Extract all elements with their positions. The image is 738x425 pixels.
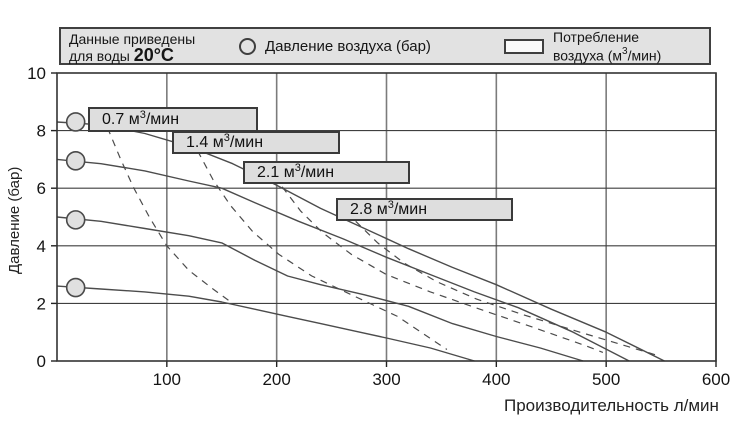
x-tick-label: 300 bbox=[372, 370, 400, 389]
x-tick-label: 500 bbox=[592, 370, 620, 389]
note-line2: для воды bbox=[69, 48, 130, 64]
plot-border bbox=[56, 72, 717, 362]
curve-label-2.8: 2.8 м 3/мин bbox=[336, 198, 513, 221]
air-pressure-marker bbox=[65, 277, 86, 298]
chart-legend-banner: Данные приведены для воды 20°C Давление … bbox=[59, 27, 711, 65]
legend-air-pressure: Давление воздуха (бар) bbox=[239, 29, 431, 63]
x-tick-label: 100 bbox=[153, 370, 181, 389]
series-потребление 2.1 м3/мин bbox=[281, 186, 604, 353]
series-давление воздуха 2.6 бар bbox=[56, 285, 475, 362]
y-tick-label: 4 bbox=[37, 237, 46, 256]
y-tick-label: 8 bbox=[37, 122, 46, 141]
legend-consumption-line2-pre: воздуха (м bbox=[553, 47, 622, 64]
legend-consumption-line2-post: /мин) bbox=[627, 47, 662, 64]
curve-label-1.4: 1.4 м 3/мин bbox=[172, 131, 340, 154]
air-pressure-marker bbox=[65, 151, 86, 171]
rect-icon bbox=[504, 38, 544, 54]
x-axis-title: Производительность л/мин bbox=[504, 396, 719, 415]
legend-consumption-sup: 3 bbox=[622, 45, 628, 57]
note-line1: Данные приведены bbox=[69, 31, 196, 47]
air-pressure-marker bbox=[65, 210, 86, 230]
x-tick-label: 600 bbox=[702, 370, 730, 389]
y-axis-title: Давление (бар) bbox=[6, 166, 23, 274]
y-tick-label: 2 bbox=[37, 294, 46, 313]
x-tick-label: 400 bbox=[482, 370, 510, 389]
y-tick-label: 10 bbox=[27, 64, 46, 83]
water-note: Данные приведены для воды 20°C bbox=[69, 31, 195, 64]
series-потребление 1.4 м3/мин bbox=[197, 150, 448, 350]
curve-label-0.7: 0.7 м 3/мин bbox=[88, 107, 258, 132]
legend-air-consumption-label: Потребление воздуха (м3/мин) bbox=[553, 29, 661, 64]
series-потребление 0.7 м3/мин bbox=[106, 127, 234, 304]
x-tick-label: 200 bbox=[262, 370, 290, 389]
series-потребление 2.8 м3/мин bbox=[355, 220, 660, 357]
legend-air-pressure-label: Давление воздуха (бар) bbox=[265, 37, 431, 55]
y-tick-label: 0 bbox=[37, 352, 46, 371]
series-давление воздуха 5 бар bbox=[56, 216, 584, 362]
legend-air-consumption: Потребление воздуха (м3/мин) bbox=[504, 29, 661, 63]
series-давление воздуха 8.3 бар bbox=[56, 121, 665, 362]
circle-icon bbox=[239, 37, 256, 55]
air-pressure-marker bbox=[65, 112, 86, 132]
note-temperature: 20°C bbox=[133, 45, 174, 65]
y-tick-label: 6 bbox=[37, 179, 46, 198]
curve-label-2.1: 2.1 м 3/мин bbox=[243, 161, 410, 184]
legend-consumption-line1: Потребление bbox=[553, 28, 640, 45]
